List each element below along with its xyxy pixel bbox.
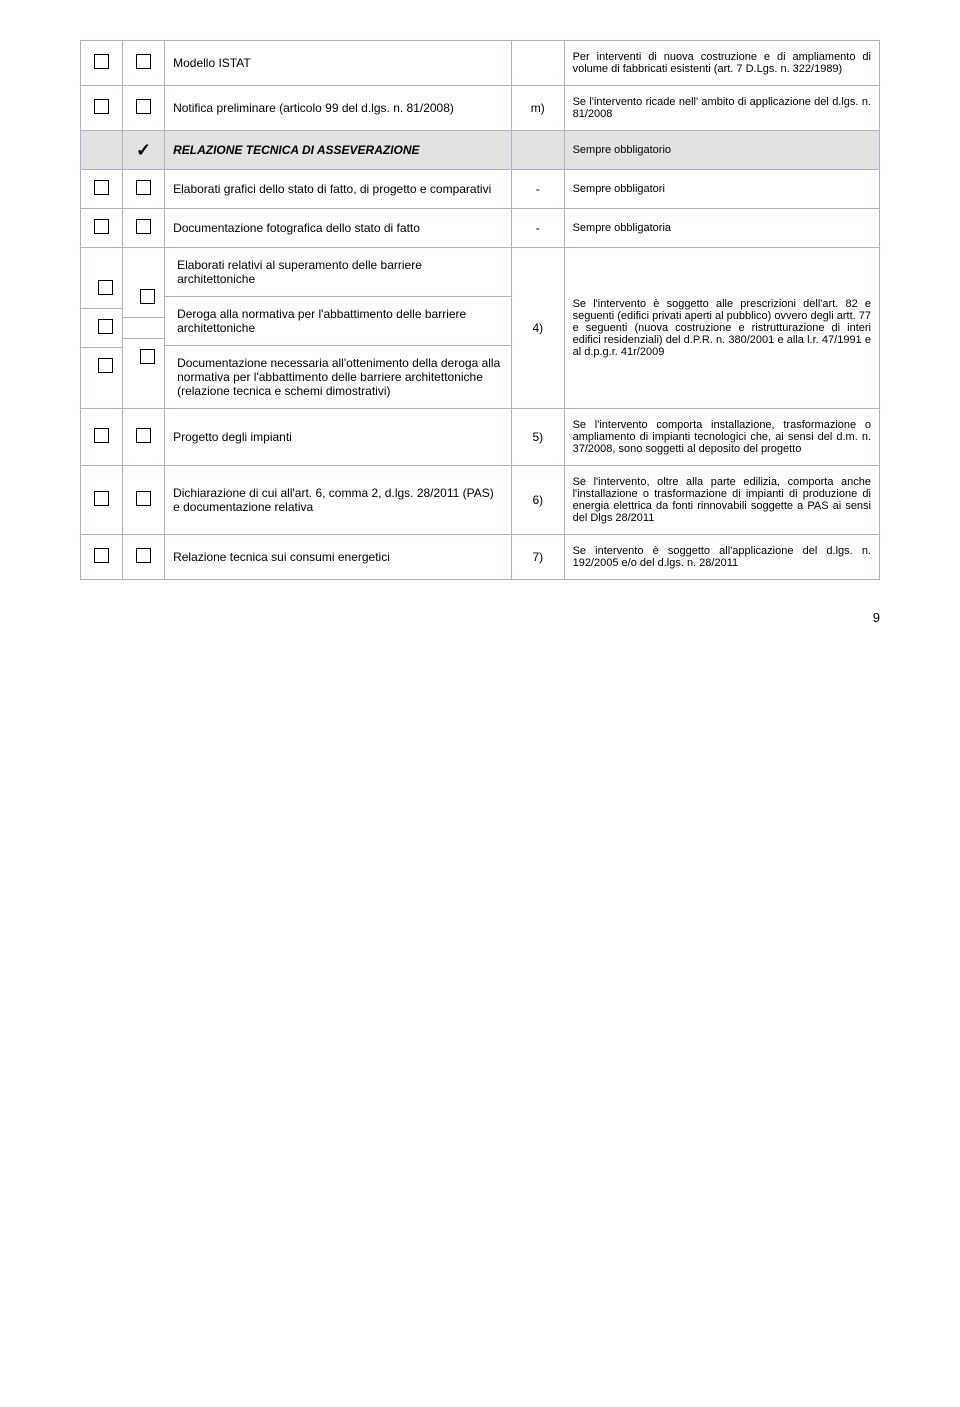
checkbox[interactable]	[94, 219, 109, 234]
checkbox[interactable]	[98, 319, 113, 334]
requirements-table: Modello ISTAT Per interventi di nuova co…	[80, 40, 880, 580]
table-row-highlight: ✓ RELAZIONE TECNICA DI ASSEVERAZIONE Sem…	[81, 131, 880, 170]
table-row: Progetto degli impianti 5) Se l'interven…	[81, 409, 880, 466]
note-cell: Se intervento è soggetto all'applicazion…	[564, 535, 879, 580]
description-cell: Modello ISTAT	[165, 41, 512, 86]
code-cell	[512, 41, 565, 86]
table-row: Documentazione fotografica dello stato d…	[81, 209, 880, 248]
table-row: Relazione tecnica sui consumi energetici…	[81, 535, 880, 580]
checkbox[interactable]	[140, 349, 155, 364]
checkbox[interactable]	[94, 180, 109, 195]
note-cell: Per interventi di nuova costruzione e di…	[564, 41, 879, 86]
note-cell: Se l'intervento, oltre alla parte ediliz…	[564, 466, 879, 535]
document-page: Modello ISTAT Per interventi di nuova co…	[0, 0, 960, 685]
checkbox[interactable]	[136, 548, 151, 563]
description-cell: Documentazione fotografica dello stato d…	[165, 209, 512, 248]
checkbox[interactable]	[98, 280, 113, 295]
checkbox[interactable]	[136, 428, 151, 443]
description-cell: Documentazione necessaria all'otteniment…	[173, 356, 503, 398]
code-cell: m)	[512, 86, 565, 131]
checkbox[interactable]	[136, 180, 151, 195]
note-cell: Sempre obbligatorio	[564, 131, 879, 170]
note-cell: Se l'intervento comporta installazione, …	[564, 409, 879, 466]
description-cell: Elaborati relativi al superamento delle …	[173, 258, 503, 286]
checkbox[interactable]	[136, 491, 151, 506]
checkbox[interactable]	[140, 289, 155, 304]
description-cell: Deroga alla normativa per l'abbattimento…	[173, 307, 503, 335]
description-cell: Dichiarazione di cui all'art. 6, comma 2…	[165, 466, 512, 535]
table-row: Dichiarazione di cui all'art. 6, comma 2…	[81, 466, 880, 535]
code-cell: -	[512, 170, 565, 209]
note-cell: Sempre obbligatori	[564, 170, 879, 209]
code-cell: 5)	[512, 409, 565, 466]
table-row: Modello ISTAT Per interventi di nuova co…	[81, 41, 880, 86]
table-row-group: Elaborati relativi al superamento delle …	[81, 248, 880, 409]
checkbox[interactable]	[94, 54, 109, 69]
checkbox[interactable]	[94, 491, 109, 506]
checkbox[interactable]	[98, 358, 113, 373]
code-cell: 4)	[512, 248, 565, 409]
code-cell	[512, 131, 565, 170]
code-cell: -	[512, 209, 565, 248]
checkbox[interactable]	[94, 548, 109, 563]
note-cell: Se l'intervento ricade nell' ambito di a…	[564, 86, 879, 131]
checkbox[interactable]	[136, 219, 151, 234]
table-row: Notifica preliminare (articolo 99 del d.…	[81, 86, 880, 131]
description-cell: Notifica preliminare (articolo 99 del d.…	[165, 86, 512, 131]
code-cell: 7)	[512, 535, 565, 580]
checkmark-icon: ✓	[136, 141, 151, 159]
description-cell: Progetto degli impianti	[165, 409, 512, 466]
checkbox[interactable]	[94, 428, 109, 443]
checkbox[interactable]	[136, 99, 151, 114]
table-row: Elaborati grafici dello stato di fatto, …	[81, 170, 880, 209]
description-cell: Relazione tecnica sui consumi energetici	[165, 535, 512, 580]
note-cell: Sempre obbligatoria	[564, 209, 879, 248]
description-cell: RELAZIONE TECNICA DI ASSEVERAZIONE	[165, 131, 512, 170]
note-cell: Se l'intervento è soggetto alle prescriz…	[564, 248, 879, 409]
checkbox[interactable]	[94, 99, 109, 114]
checkbox[interactable]	[136, 54, 151, 69]
description-cell: Elaborati grafici dello stato di fatto, …	[165, 170, 512, 209]
page-number: 9	[80, 610, 880, 625]
code-cell: 6)	[512, 466, 565, 535]
